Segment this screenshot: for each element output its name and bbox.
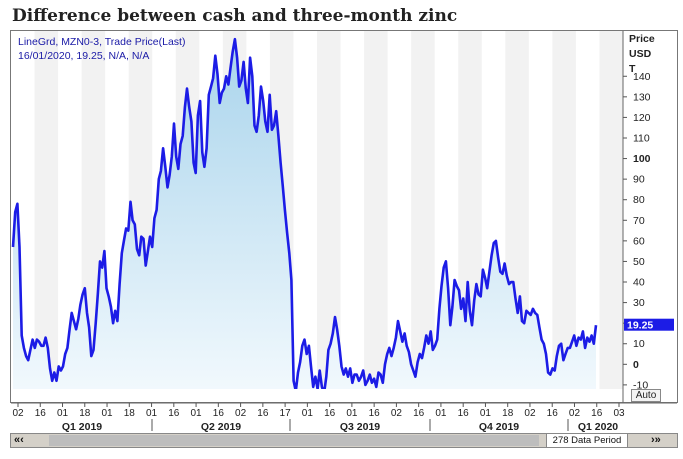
legend-series-line: LineGrd, MZN0-3, Trade Price(Last) bbox=[18, 36, 186, 48]
scroll-bar: «‹ 278 Data Period ›» bbox=[10, 433, 678, 448]
data-period-label: 278 Data Period bbox=[546, 434, 628, 447]
background-band bbox=[317, 31, 341, 389]
x-tick-label: 03 bbox=[613, 408, 625, 419]
y-tick-label: 0 bbox=[633, 359, 639, 371]
x-tick-label: 16 bbox=[35, 408, 47, 419]
y-axis-label: USD bbox=[629, 48, 652, 60]
x-tick-label: 18 bbox=[79, 408, 91, 419]
legend-value-line: 16/01/2020, 19.25, N/A, N/A bbox=[18, 50, 150, 62]
y-tick-label: 70 bbox=[633, 215, 645, 227]
x-tick-label: 16 bbox=[324, 408, 336, 419]
x-tick-label: 16 bbox=[413, 408, 425, 419]
quarter-label: Q4 2019 bbox=[479, 421, 519, 433]
quarter-label: Q1 2020 bbox=[578, 421, 618, 433]
scroll-right-button[interactable]: ›» bbox=[651, 434, 661, 446]
y-tick-label: 50 bbox=[633, 256, 645, 268]
series-area bbox=[13, 39, 596, 389]
y-axis-label: Price bbox=[629, 33, 655, 45]
y-tick-label: 40 bbox=[633, 277, 645, 289]
quarter-label: Q1 2019 bbox=[62, 421, 102, 433]
y-tick-label: 110 bbox=[633, 132, 650, 144]
y-tick-label: 140 bbox=[633, 71, 651, 83]
x-tick-label: 18 bbox=[124, 408, 136, 419]
current-value-tag bbox=[624, 318, 674, 331]
x-tick-label: 01 bbox=[302, 408, 314, 419]
y-tick-label: -10 bbox=[633, 379, 648, 391]
x-tick-label: 01 bbox=[346, 408, 358, 419]
background-band bbox=[34, 31, 59, 389]
scroll-track[interactable] bbox=[49, 435, 539, 446]
background-band bbox=[411, 31, 435, 389]
x-tick-label: 18 bbox=[502, 408, 514, 419]
background-band bbox=[599, 31, 623, 389]
y-tick-label: 30 bbox=[633, 297, 645, 309]
y-tick-label: 130 bbox=[633, 91, 651, 103]
x-tick-label: 16 bbox=[547, 408, 559, 419]
background-band bbox=[364, 31, 388, 389]
y-tick-label: 100 bbox=[633, 153, 651, 165]
chart-legend: LineGrd, MZN0-3, Trade Price(Last) 16/01… bbox=[18, 35, 185, 63]
x-tick-label: 16 bbox=[213, 408, 225, 419]
y-tick-label: 60 bbox=[633, 235, 645, 247]
x-tick-label: 16 bbox=[257, 408, 269, 419]
quarter-label: Q2 2019 bbox=[201, 421, 241, 433]
y-tick-label: 120 bbox=[633, 112, 651, 124]
x-tick-label: 02 bbox=[569, 408, 581, 419]
y-tick-label: 10 bbox=[633, 338, 645, 350]
current-value-label: 19.25 bbox=[627, 320, 653, 332]
x-tick-label: 02 bbox=[235, 408, 247, 419]
series-line bbox=[11, 37, 598, 389]
x-tick-label: 02 bbox=[391, 408, 403, 419]
x-tick-label: 16 bbox=[369, 408, 381, 419]
background-band bbox=[552, 31, 576, 389]
y-tick-label: 90 bbox=[633, 174, 645, 186]
x-tick-label: 16 bbox=[168, 408, 180, 419]
x-tick-label: 16 bbox=[458, 408, 470, 419]
x-tick-label: 02 bbox=[524, 408, 536, 419]
x-tick-label: 17 bbox=[280, 408, 292, 419]
quarter-label: Q3 2019 bbox=[340, 421, 380, 433]
x-tick-label: 01 bbox=[191, 408, 203, 419]
scroll-left-button[interactable]: «‹ bbox=[14, 434, 24, 446]
x-tick-label: 01 bbox=[146, 408, 158, 419]
chart-title: Difference between cash and three-month … bbox=[0, 0, 683, 32]
footer-strip bbox=[10, 449, 678, 459]
auto-scale-button[interactable]: Auto bbox=[631, 389, 661, 402]
x-tick-label: 01 bbox=[435, 408, 447, 419]
x-tick-label: 02 bbox=[12, 408, 24, 419]
y-tick-label: 80 bbox=[633, 194, 645, 206]
x-tick-label: 16 bbox=[591, 408, 603, 419]
x-tick-label: 01 bbox=[480, 408, 492, 419]
x-tick-label: 01 bbox=[101, 408, 113, 419]
x-tick-label: 01 bbox=[57, 408, 69, 419]
y-axis-label: T bbox=[629, 63, 636, 75]
